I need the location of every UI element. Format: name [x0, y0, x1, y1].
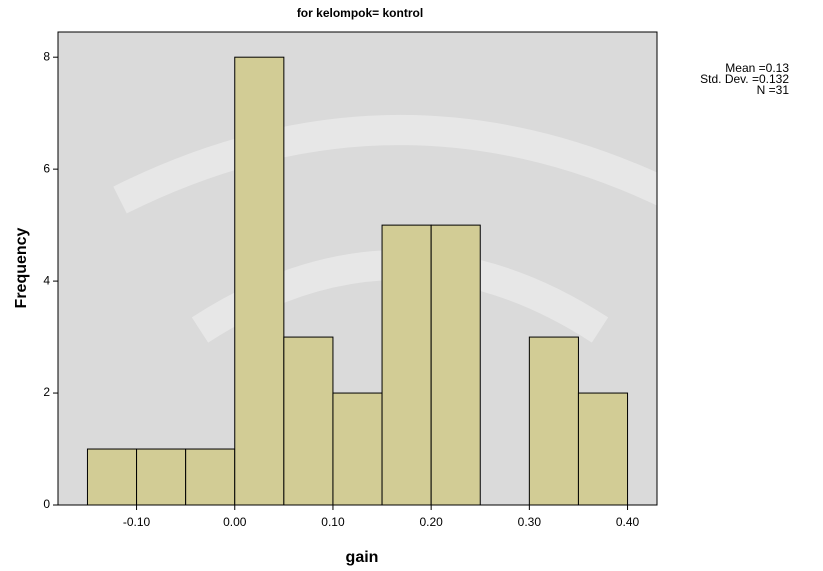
- y-tick-label: 8: [43, 49, 50, 63]
- x-axis-label: gain: [346, 549, 379, 566]
- bar: [578, 393, 627, 505]
- bar: [87, 449, 136, 505]
- y-axis-label: Frequency: [13, 227, 30, 308]
- bar: [186, 449, 235, 505]
- bar: [333, 393, 382, 505]
- x-tick-label: -0.10: [123, 515, 151, 529]
- bar: [137, 449, 186, 505]
- stats-annotation: N =31: [757, 83, 790, 97]
- y-tick-label: 6: [43, 161, 50, 175]
- y-tick-label: 2: [43, 385, 50, 399]
- x-tick-label: 0.00: [223, 515, 247, 529]
- x-tick-label: 0.10: [321, 515, 345, 529]
- y-tick-label: 0: [43, 497, 50, 511]
- x-tick-label: 0.30: [518, 515, 542, 529]
- bar: [529, 337, 578, 505]
- chart-title: for kelompok= kontrol: [297, 6, 423, 20]
- x-tick-label: 0.20: [419, 515, 443, 529]
- x-tick-label: 0.40: [616, 515, 640, 529]
- bar: [431, 225, 480, 505]
- y-tick-label: 4: [43, 273, 50, 287]
- bar: [235, 57, 284, 505]
- bar: [382, 225, 431, 505]
- chart: for kelompok= kontrol gain Frequency 0 2 4…: [0, 0, 823, 571]
- bar: [284, 337, 333, 505]
